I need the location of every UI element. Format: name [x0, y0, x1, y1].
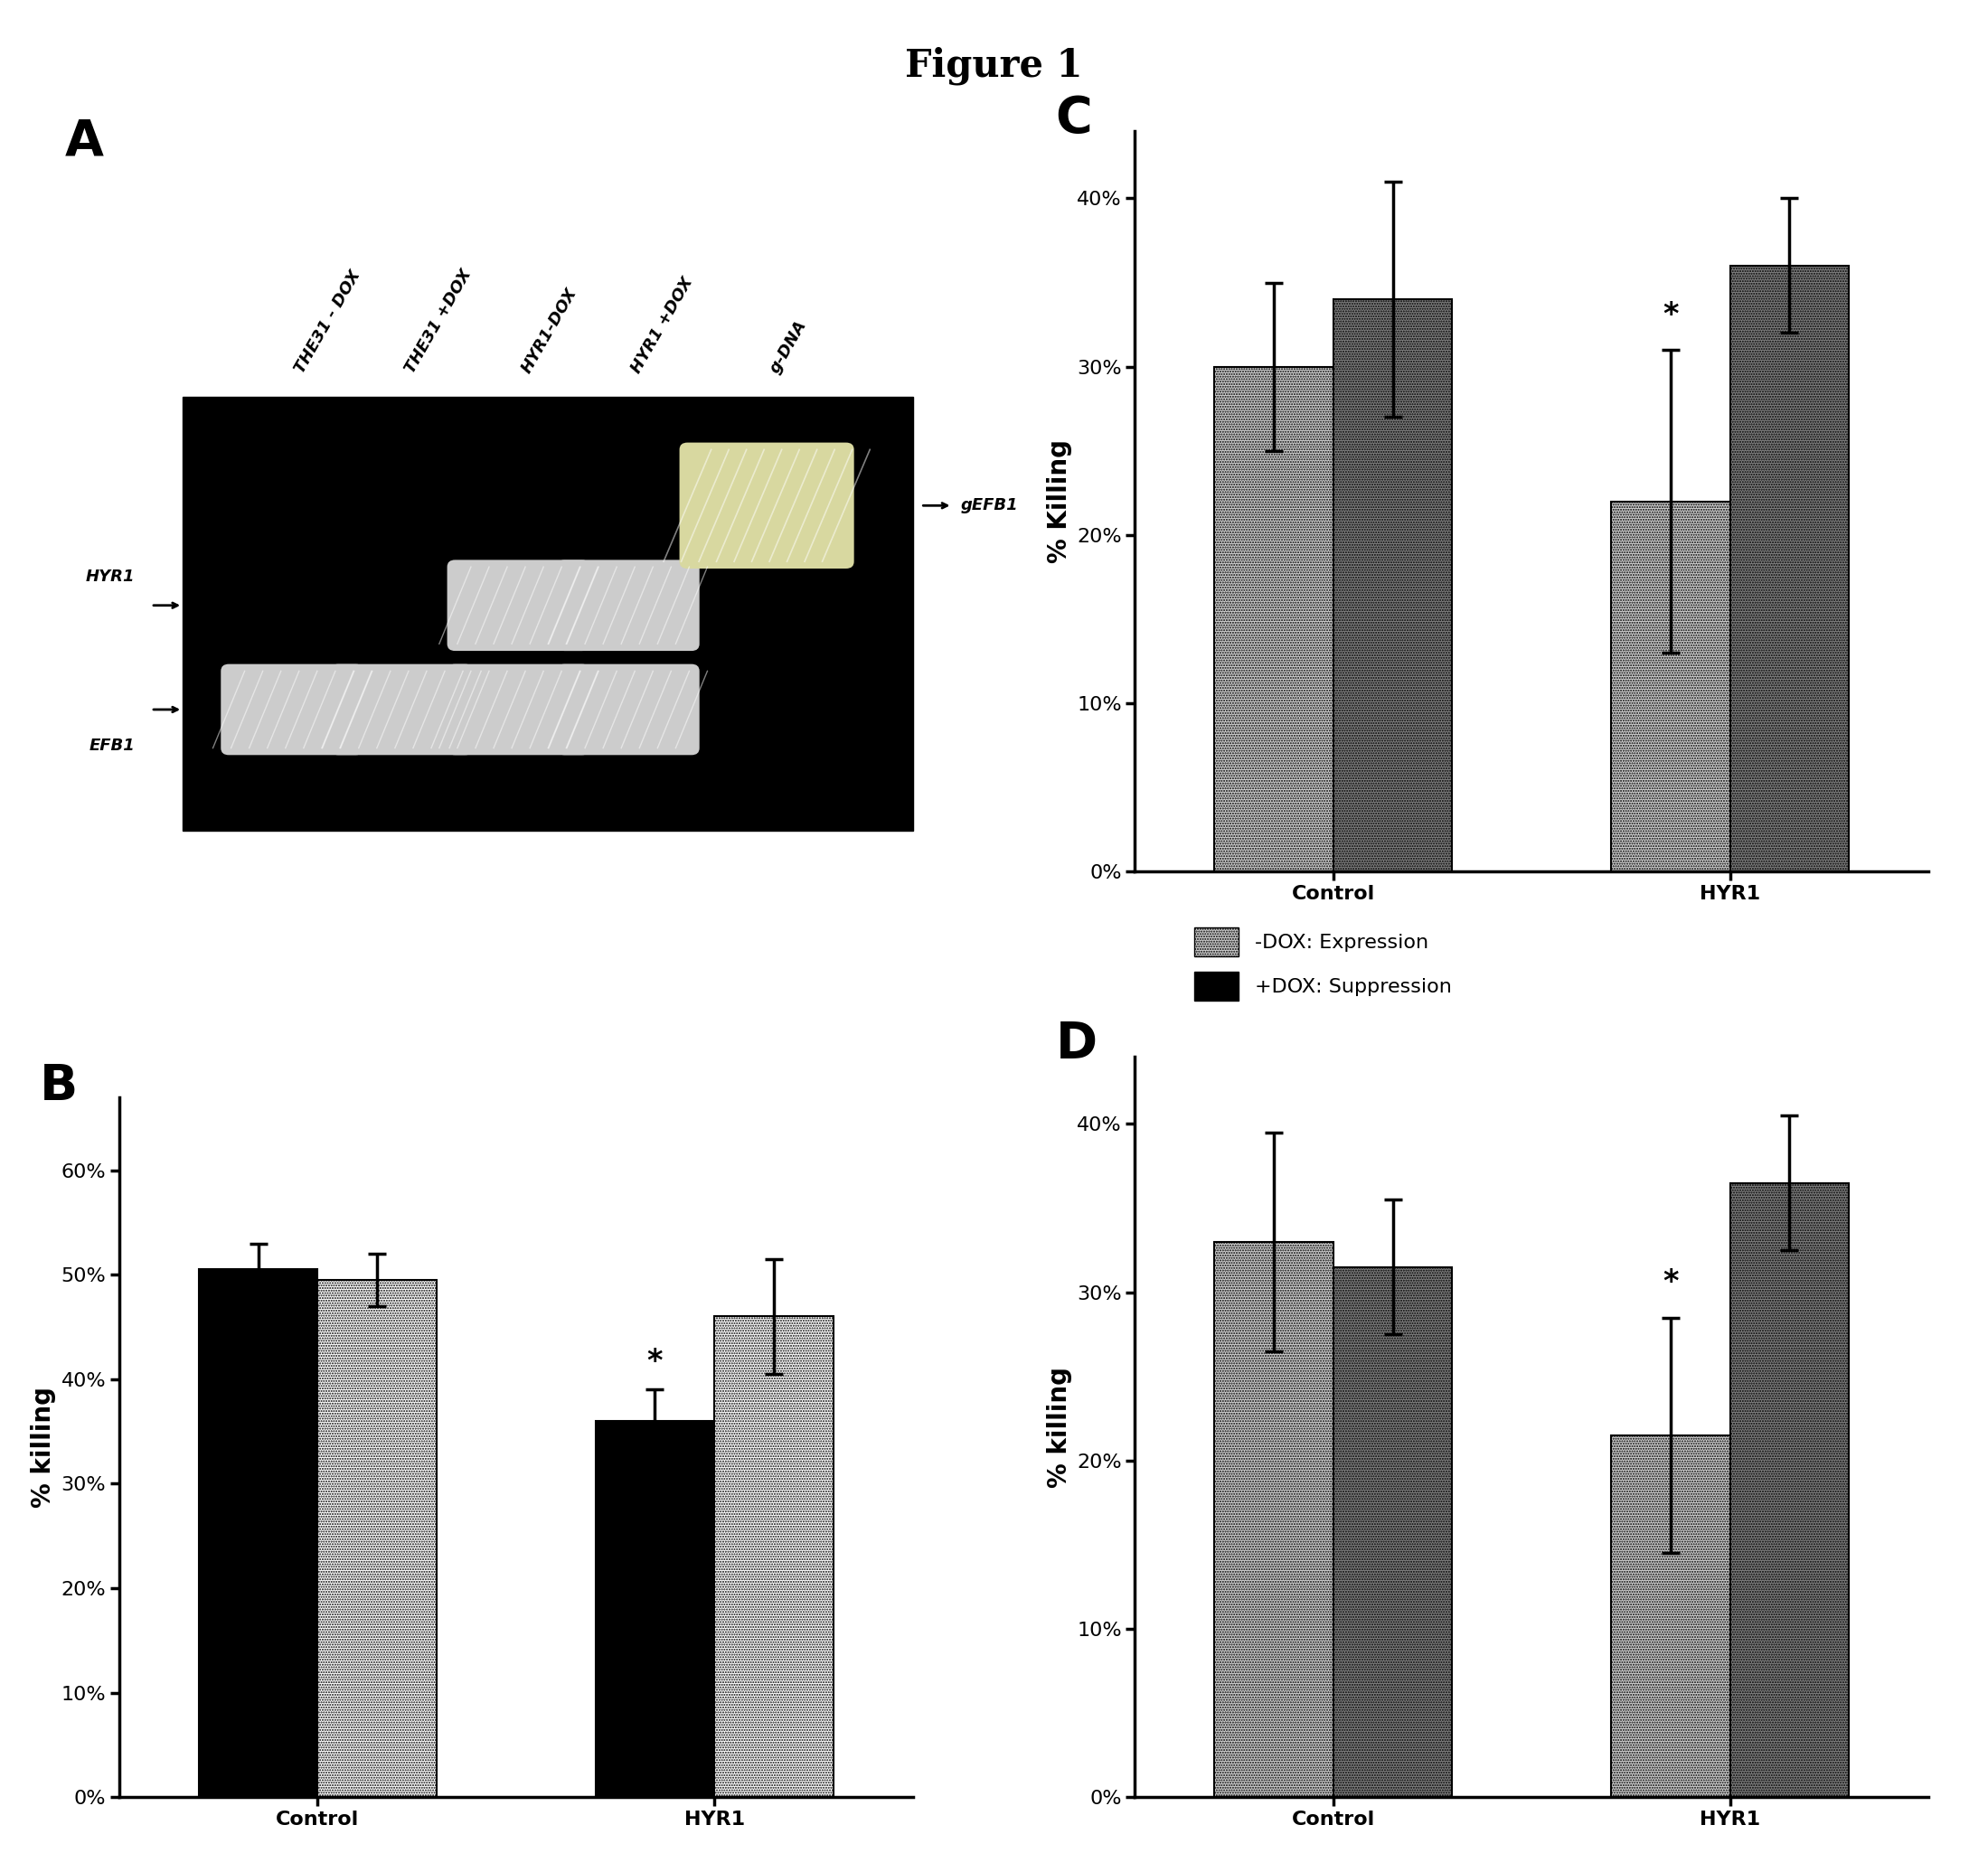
Y-axis label: % Killing: % Killing — [1046, 440, 1072, 563]
FancyBboxPatch shape — [447, 560, 590, 651]
Text: Figure 1: Figure 1 — [905, 47, 1083, 86]
FancyBboxPatch shape — [330, 665, 473, 754]
Text: D: D — [1056, 1020, 1097, 1069]
Legend: -DOX: Expression, +DOX: Suppression: -DOX: Expression, +DOX: Suppression — [1185, 917, 1461, 1011]
Bar — [1334, 1267, 1453, 1797]
Text: gEFB1: gEFB1 — [960, 498, 1018, 513]
Text: *: * — [646, 1348, 662, 1378]
FancyBboxPatch shape — [447, 665, 590, 754]
Y-axis label: % killing: % killing — [1046, 1367, 1072, 1488]
Text: g-DNA: g-DNA — [767, 318, 809, 376]
Text: *: * — [1662, 1267, 1678, 1297]
Bar — [1215, 1241, 1334, 1797]
FancyBboxPatch shape — [183, 397, 912, 831]
Text: HYR1-DOX: HYR1-DOX — [519, 285, 580, 376]
Bar — [1215, 367, 1334, 872]
Text: C: C — [1056, 94, 1091, 142]
Bar — [1610, 502, 1730, 872]
Bar — [318, 1280, 437, 1797]
FancyBboxPatch shape — [221, 665, 364, 754]
Bar — [1730, 1183, 1849, 1797]
Text: HYR1: HYR1 — [85, 567, 135, 584]
Bar — [199, 1269, 318, 1797]
Text: EFB1: EFB1 — [89, 738, 135, 754]
Bar — [1610, 1436, 1730, 1797]
Text: HYR1 +DOX: HYR1 +DOX — [628, 275, 696, 376]
Bar — [1730, 266, 1849, 872]
Text: THE31 +DOX: THE31 +DOX — [402, 266, 475, 376]
FancyBboxPatch shape — [557, 665, 700, 754]
Text: THE31 - DOX: THE31 - DOX — [292, 268, 364, 376]
FancyBboxPatch shape — [680, 442, 855, 569]
Text: B: B — [40, 1061, 78, 1110]
Bar — [594, 1421, 714, 1797]
Bar — [714, 1316, 833, 1797]
Y-axis label: % killing: % killing — [30, 1387, 56, 1507]
Text: *: * — [1662, 300, 1678, 329]
Bar — [1334, 300, 1453, 872]
Text: A: A — [64, 118, 103, 167]
FancyBboxPatch shape — [557, 560, 700, 651]
